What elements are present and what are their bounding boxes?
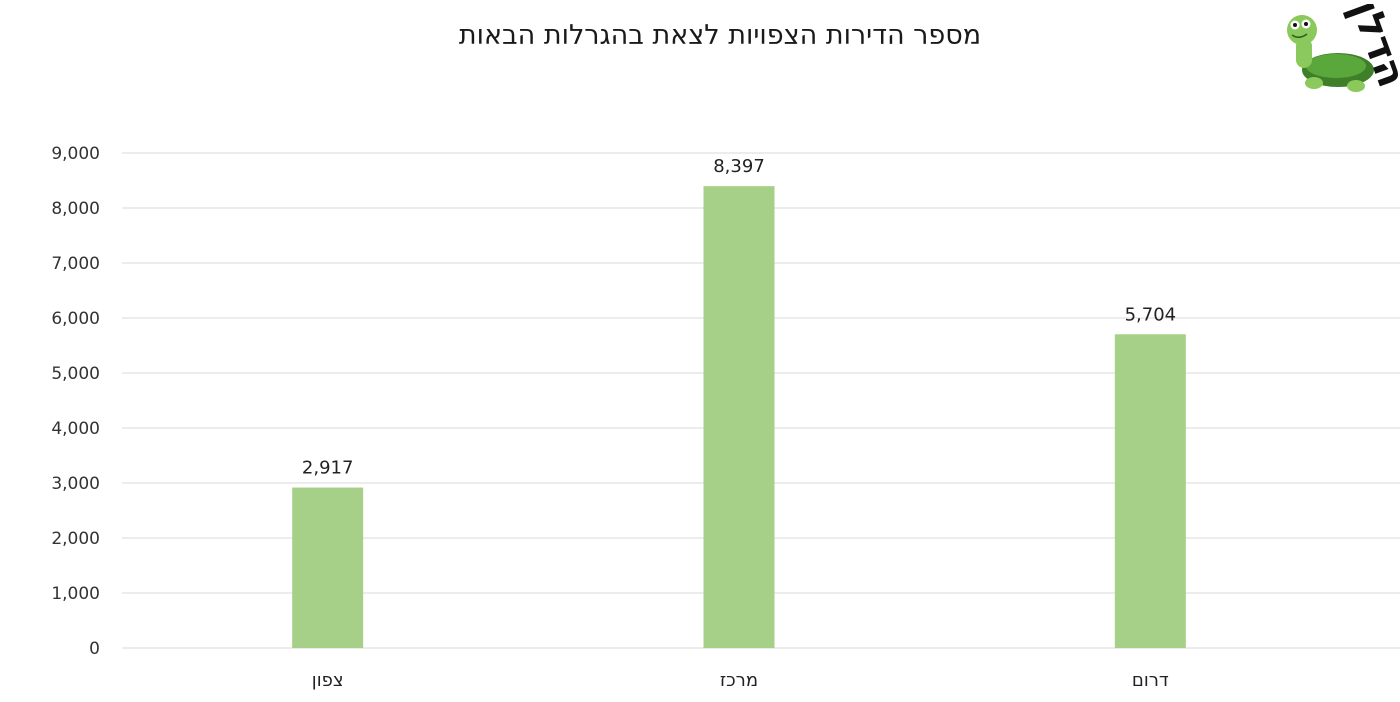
category-label: צפון	[312, 670, 344, 691]
bars: 2,917 8,397 5,704	[292, 156, 1186, 649]
y-tick-label: 2,000	[51, 529, 100, 549]
bar	[703, 186, 775, 649]
y-tick-label: 7,000	[51, 254, 100, 274]
category-labels: צפון מרכז דרום	[312, 670, 1169, 691]
data-label: 8,397	[713, 156, 765, 177]
y-tick-label: 6,000	[51, 309, 100, 329]
category-label: דרום	[1132, 670, 1169, 691]
turtle-icon	[1287, 15, 1374, 92]
y-tick-label: 0	[89, 639, 100, 659]
y-tick-label: 9,000	[51, 144, 100, 164]
category-label: מרכז	[720, 670, 758, 691]
y-tick-label: 4,000	[51, 419, 100, 439]
logo: הדלן	[1287, 4, 1400, 93]
data-label: 2,917	[302, 458, 354, 479]
data-label: 5,704	[1125, 304, 1177, 325]
y-tick-label: 5,000	[51, 364, 100, 384]
bar	[292, 487, 364, 648]
y-axis-ticks: 0 1,000 2,000 3,000 4,000 5,000 6,000 7,000 8,00…	[51, 144, 100, 659]
y-tick-label: 8,000	[51, 199, 100, 219]
chart-title: מספר הדירות הצפויות לצאת בהגרלות הבאות	[458, 20, 982, 51]
y-tick-label: 1,000	[51, 584, 100, 604]
bar	[1114, 334, 1186, 648]
y-tick-label: 3,000	[51, 474, 100, 494]
